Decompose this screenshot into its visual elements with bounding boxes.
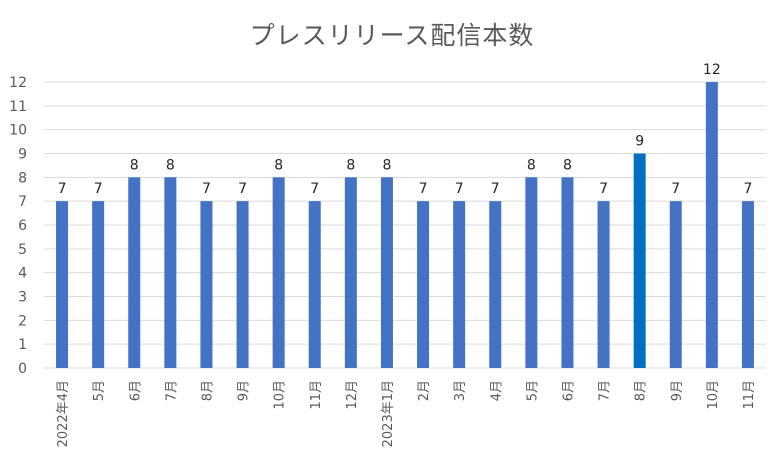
data-label: 12 xyxy=(703,62,721,78)
data-label: 8 xyxy=(382,157,391,173)
y-tick-label: 6 xyxy=(18,218,27,234)
data-label: 7 xyxy=(58,181,67,197)
data-label: 7 xyxy=(202,181,211,197)
x-tick-label: 2月 xyxy=(417,380,432,401)
bar xyxy=(56,201,69,368)
x-tick-label: 8月 xyxy=(634,380,649,401)
bar xyxy=(236,201,249,368)
data-label: 8 xyxy=(130,157,139,173)
data-label: 7 xyxy=(743,181,752,197)
bar xyxy=(164,177,177,368)
bar xyxy=(272,177,285,368)
x-tick-label: 5月 xyxy=(92,380,107,401)
y-tick-label: 8 xyxy=(18,170,27,186)
data-label: 7 xyxy=(94,181,103,197)
data-label: 8 xyxy=(166,157,175,173)
data-label: 7 xyxy=(599,181,608,197)
x-tick-label: 9月 xyxy=(670,380,685,401)
data-label: 7 xyxy=(310,181,319,197)
y-tick-label: 1 xyxy=(18,337,27,353)
x-tick-label: 12月 xyxy=(345,380,360,410)
x-tick-label: 3月 xyxy=(453,380,468,401)
x-tick-label: 2023年1月 xyxy=(381,380,396,447)
y-tick-label: 7 xyxy=(18,194,27,210)
bar xyxy=(741,201,754,368)
bar xyxy=(344,177,357,368)
x-tick-label: 4月 xyxy=(489,380,504,401)
bar xyxy=(92,201,105,368)
x-tick-label: 6月 xyxy=(128,380,143,401)
x-tick-label: 2022年4月 xyxy=(56,380,71,447)
data-label: 7 xyxy=(455,181,464,197)
bar xyxy=(705,82,718,368)
data-label: 7 xyxy=(419,181,428,197)
y-tick-label: 3 xyxy=(18,290,27,306)
data-label: 8 xyxy=(527,157,536,173)
bar xyxy=(417,201,430,368)
x-tick-label: 8月 xyxy=(200,380,215,401)
data-label: 8 xyxy=(563,157,572,173)
y-tick-label: 9 xyxy=(18,147,27,163)
bar xyxy=(597,201,610,368)
x-tick-label: 6月 xyxy=(561,380,576,401)
y-tick-label: 12 xyxy=(9,75,27,91)
data-label: 7 xyxy=(238,181,247,197)
data-label: 8 xyxy=(346,157,355,173)
bar xyxy=(561,177,574,368)
y-tick-label: 0 xyxy=(18,361,27,377)
y-tick-label: 4 xyxy=(18,266,27,282)
bar xyxy=(128,177,141,368)
x-tick-label: 9月 xyxy=(237,380,252,401)
x-tick-label: 11月 xyxy=(309,380,324,410)
x-tick-label: 10月 xyxy=(273,380,288,410)
data-label: 8 xyxy=(274,157,283,173)
x-tick-label: 10月 xyxy=(706,380,721,410)
data-label: 7 xyxy=(491,181,500,197)
bar xyxy=(200,201,213,368)
bar xyxy=(489,201,502,368)
chart-title: プレスリリース配信本数 xyxy=(249,21,535,50)
bar xyxy=(453,201,466,368)
y-tick-label: 10 xyxy=(9,123,27,139)
x-tick-label: 7月 xyxy=(598,380,613,401)
y-tick-label: 11 xyxy=(9,99,27,115)
bar xyxy=(525,177,538,368)
bar xyxy=(308,201,321,368)
x-tick-label: 11月 xyxy=(742,380,757,410)
bar xyxy=(669,201,682,368)
data-label: 7 xyxy=(671,181,680,197)
y-tick-label: 5 xyxy=(18,242,27,258)
x-tick-label: 7月 xyxy=(164,380,179,401)
bar xyxy=(380,177,393,368)
data-label: 9 xyxy=(635,134,644,150)
bar xyxy=(633,153,646,368)
y-tick-label: 2 xyxy=(18,313,27,329)
x-tick-label: 5月 xyxy=(525,380,540,401)
